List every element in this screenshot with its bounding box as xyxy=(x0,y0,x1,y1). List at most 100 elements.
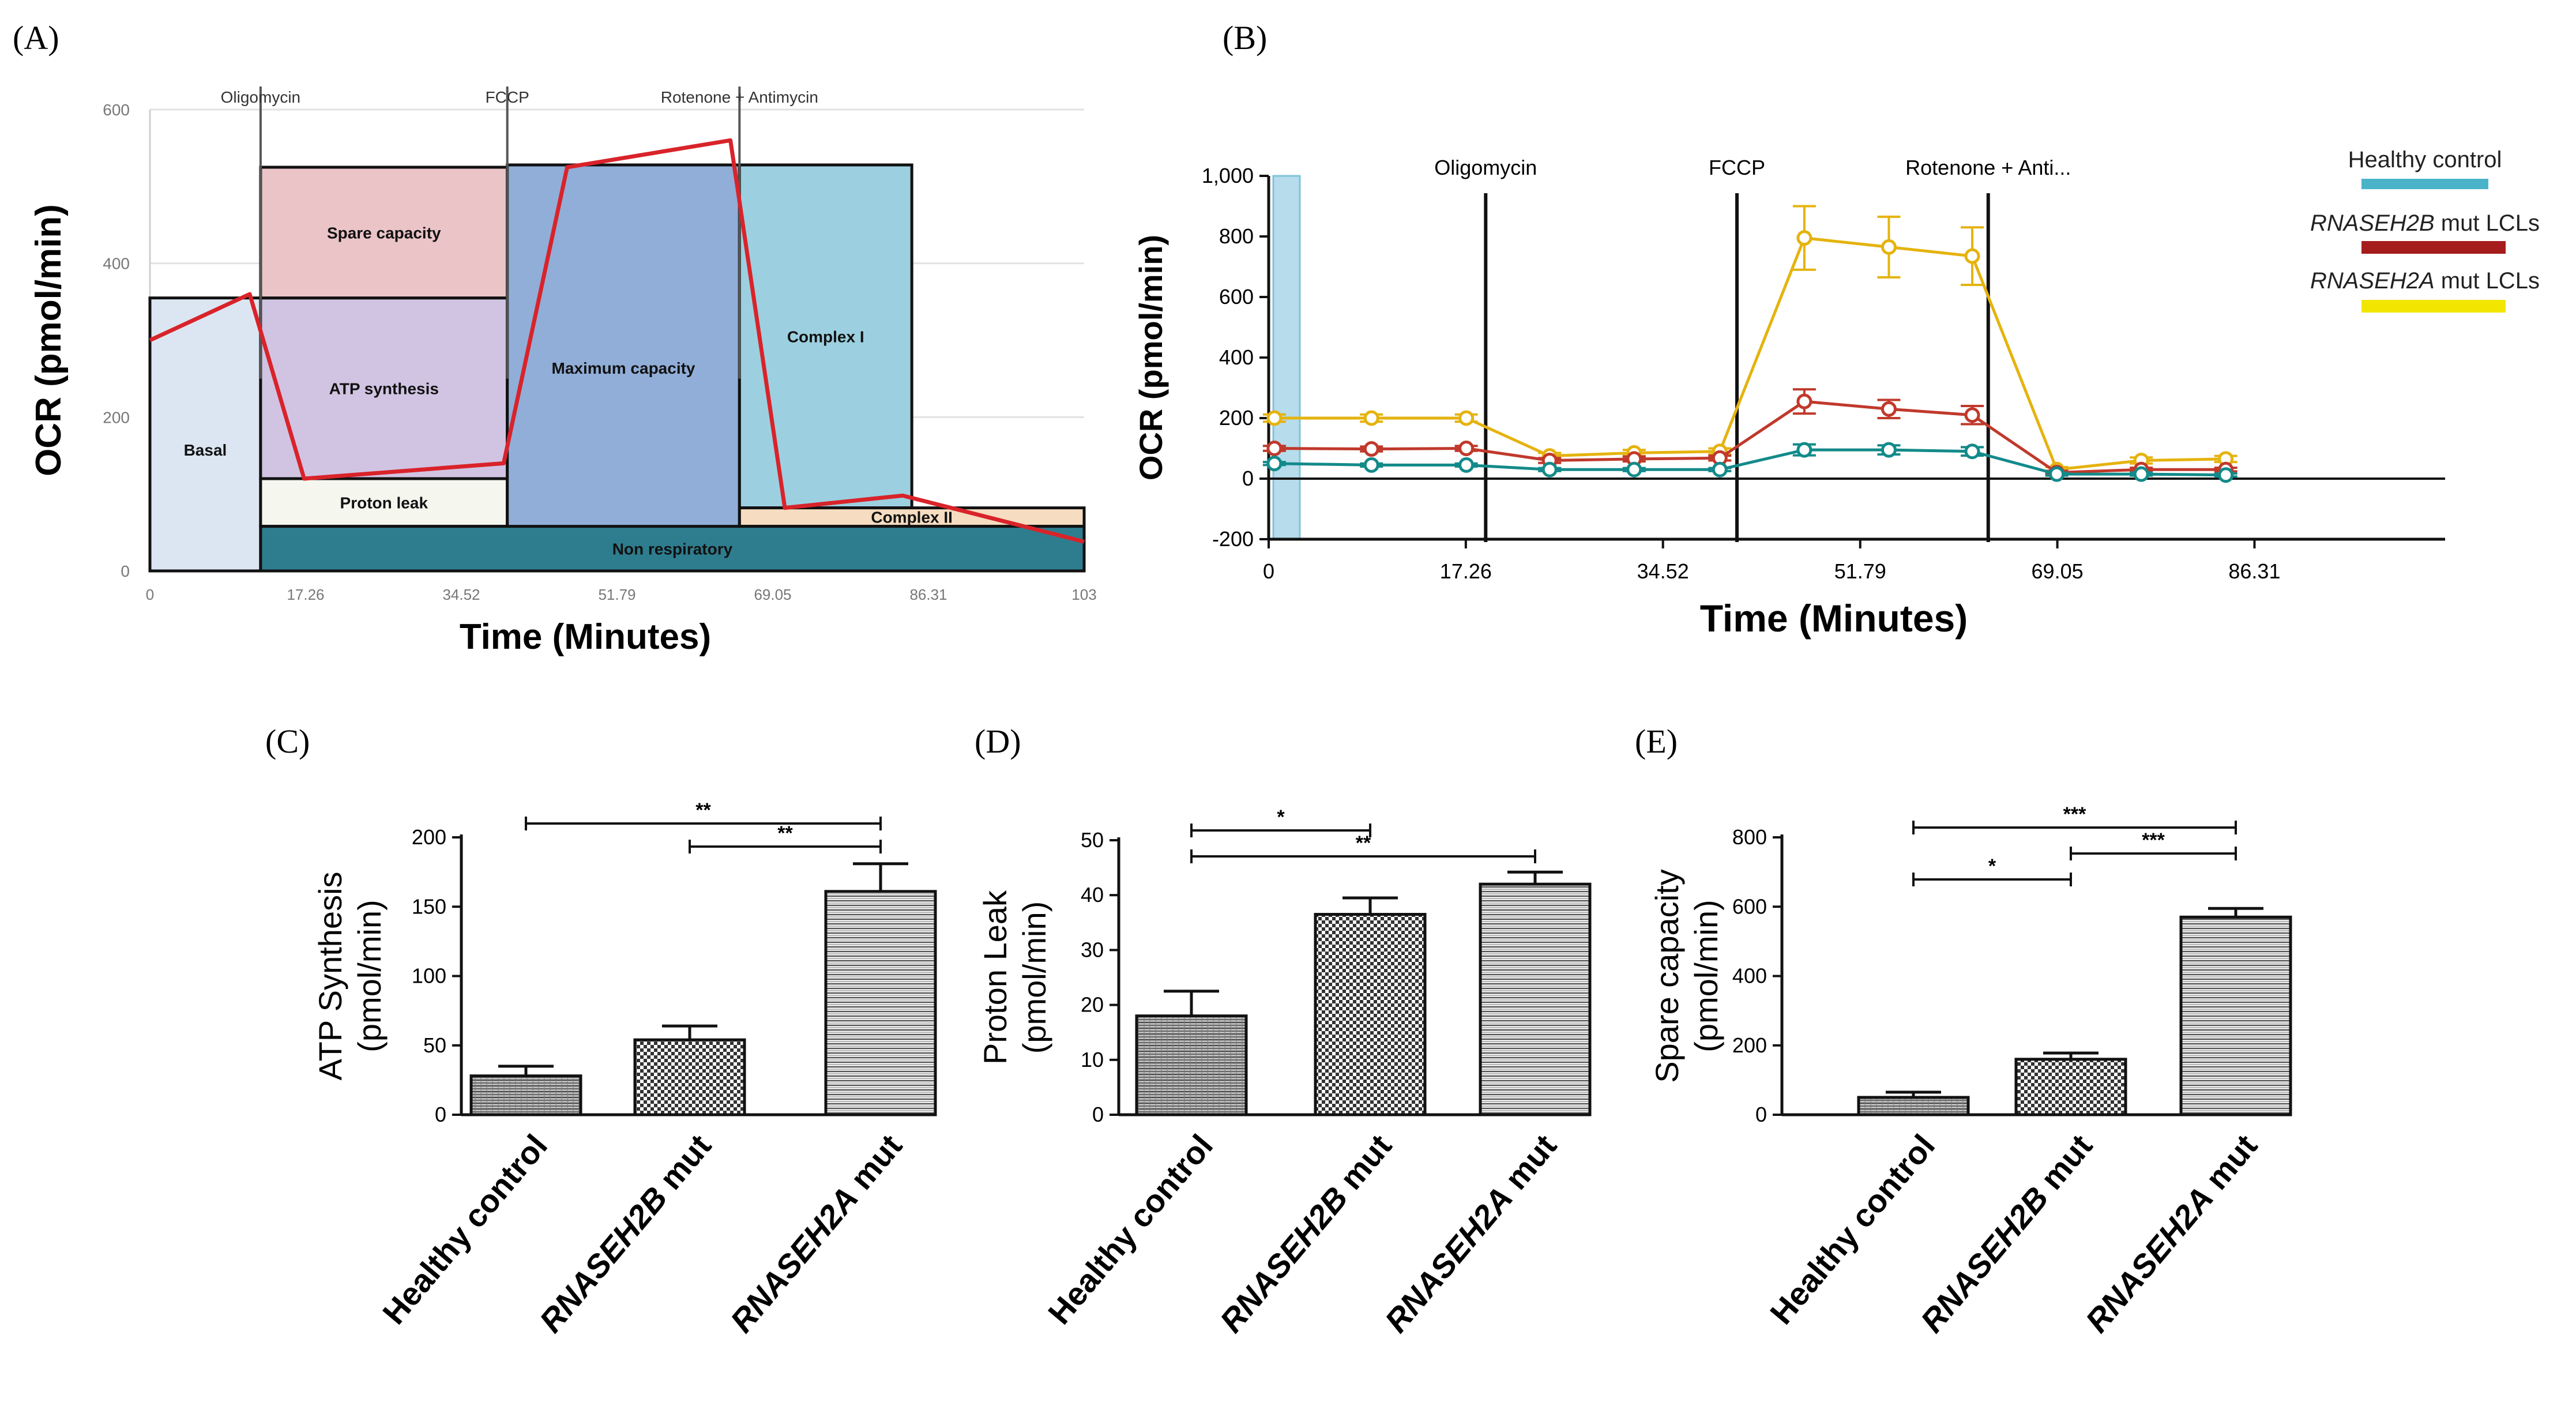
b-data-point-rnaseh2b-mut xyxy=(1458,441,1475,456)
b-data-point-healthy-control xyxy=(2218,467,2234,483)
d-significance-label: * xyxy=(1277,806,1285,828)
b-data-point-healthy-control xyxy=(1964,443,1980,460)
b-x-axis-title: Time (Minutes) xyxy=(1700,597,1968,640)
c-bar-rnaseh2b-mut xyxy=(633,1038,746,1116)
b-injection-label-rotenone-anti: Rotenone + Anti... xyxy=(1905,156,2071,179)
d-y-tick-label: 40 xyxy=(1081,883,1104,907)
e-significance-label: *** xyxy=(2142,829,2165,851)
d-bar-rnaseh2a-mut xyxy=(1479,882,1592,1116)
e-significance-label: * xyxy=(1988,855,1996,877)
b-data-point-healthy-control xyxy=(2133,466,2149,482)
a-region-label-atp-synthesis: ATP synthesis xyxy=(329,379,439,397)
b-y-tick-label: 800 xyxy=(1219,224,1254,248)
a-y-axis-title: OCR (pmol/min) xyxy=(29,204,69,476)
c-y-tick-label: 0 xyxy=(435,1103,446,1126)
a-region-label-non-respiratory: Non respiratory xyxy=(612,540,733,558)
d-bar-healthy-control xyxy=(1135,1014,1248,1116)
b-series-line-rnaseh2b-mut xyxy=(1274,400,2226,475)
a-region-proton-leak xyxy=(259,477,509,528)
b-baseline-band xyxy=(1272,175,1301,540)
b-y-tick-label: 200 xyxy=(1219,406,1254,430)
e-y-tick-label: 0 xyxy=(1755,1103,1767,1126)
b-x-tick-label: 51.79 xyxy=(1834,559,1886,583)
panel-label-c: (C) xyxy=(265,723,310,760)
a-x-tick-label: 103 xyxy=(1071,586,1096,603)
b-data-point-rnaseh2b-mut xyxy=(1796,393,1812,409)
b-legend-swatch-rnaseh2a-mut-lcls xyxy=(2361,300,2506,313)
d-y-tick-label: 10 xyxy=(1081,1048,1104,1071)
b-data-point-healthy-control xyxy=(1458,457,1475,473)
c-y-tick-label: 200 xyxy=(412,825,446,849)
b-data-point-rnaseh2b-mut xyxy=(1363,441,1379,457)
a-region-label-maximum-capacity: Maximum capacity xyxy=(552,359,695,377)
a-region-complex-i xyxy=(738,163,913,510)
a-region-basal xyxy=(148,296,262,573)
b-data-point-rnaseh2a-mut xyxy=(1363,410,1379,426)
a-region-label-spare-capacity: Spare capacity xyxy=(327,224,441,242)
e-bar-rnaseh2b-mut xyxy=(2014,1058,2127,1116)
e-category-label-healthy-control: Healthy control xyxy=(1763,1127,1942,1331)
d-y-tick-label: 20 xyxy=(1081,993,1104,1017)
b-series-line-healthy-control xyxy=(1274,448,2226,477)
b-data-point-healthy-control xyxy=(1712,461,1728,477)
b-x-tick-label: 34.52 xyxy=(1637,559,1689,583)
b-data-point-healthy-control xyxy=(1266,456,1283,472)
e-y-tick-label: 400 xyxy=(1732,964,1767,988)
a-injection-label-rotenone-antimycin: Rotenone + Antimycin xyxy=(661,88,818,106)
a-region-complex-ii xyxy=(738,506,1086,528)
b-data-point-rnaseh2a-mut xyxy=(1796,230,1812,246)
b-y-tick-label: 1,000 xyxy=(1202,164,1254,187)
a-region-label-complex-ii: Complex II xyxy=(871,509,953,527)
b-series-line-rnaseh2a-mut xyxy=(1274,236,2226,471)
b-data-point-healthy-control xyxy=(1881,442,1897,458)
e-bar-rnaseh2a-mut xyxy=(2179,915,2292,1116)
d-category-label-healthy-control: Healthy control xyxy=(1041,1127,1220,1331)
b-data-point-rnaseh2a-mut xyxy=(1266,410,1283,426)
panel-label-e: (E) xyxy=(1635,723,1678,760)
c-bar-rnaseh2a-mut xyxy=(824,890,937,1116)
b-data-point-rnaseh2a-mut xyxy=(1458,410,1475,426)
b-data-point-healthy-control xyxy=(1541,461,1558,477)
e-y-tick-label: 200 xyxy=(1732,1033,1767,1057)
c-category-label-rnaseh2b-mut: RNASEH2B mut xyxy=(532,1127,718,1339)
panel-a-ocr-profile: 0 200 400 600 0 17.26 34.52 51.79 69.05 86.31 103 B… xyxy=(29,87,1097,657)
a-y-tick-label: 0 xyxy=(121,562,130,580)
panel-label-a: (A) xyxy=(13,19,59,57)
b-injection-label-oligomycin: Oligomycin xyxy=(1434,156,1537,179)
b-legend-title: Healthy control xyxy=(2348,147,2502,172)
b-y-axis-title: OCR (pmol/min) xyxy=(1133,235,1169,480)
b-data-point-healthy-control xyxy=(1363,457,1379,473)
b-data-point-healthy-control xyxy=(2049,466,2065,482)
b-x-tick-label: 17.26 xyxy=(1440,559,1492,583)
b-data-point-healthy-control xyxy=(1626,461,1642,477)
d-category-label-rnaseh2b-mut: RNASEH2B mut xyxy=(1213,1127,1398,1339)
b-injection-label-fccp: FCCP xyxy=(1709,156,1765,179)
c-category-label-rnaseh2a-mut: RNASEH2A mut xyxy=(723,1127,909,1339)
e-bar-healthy-control xyxy=(1857,1096,1970,1116)
panel-label-d: (D) xyxy=(975,723,1021,760)
c-y-tick-label: 100 xyxy=(412,964,446,988)
a-ocr-line xyxy=(149,138,1085,544)
b-y-tick-label: 400 xyxy=(1219,345,1254,369)
a-region-label-basal: Basal xyxy=(184,441,227,459)
d-y-axis-title-line1: Proton Leak xyxy=(977,890,1013,1065)
d-y-axis-title-line2: (pmol/min) xyxy=(1016,901,1052,1054)
b-y-tick-label: 600 xyxy=(1219,285,1254,309)
c-y-tick-label: 50 xyxy=(423,1033,446,1057)
b-x-tick-label: 0 xyxy=(1263,559,1274,583)
b-data-point-rnaseh2a-mut xyxy=(1964,248,1980,264)
c-y-axis-title-line2: (pmol/min) xyxy=(351,900,388,1052)
e-category-label-rnaseh2b-mut: RNASEH2B mut xyxy=(1913,1127,2099,1339)
b-legend-label-rnaseh2b-mut-lcls: RNASEH2B mut LCLs xyxy=(2310,210,2540,236)
d-category-label-rnaseh2a-mut: RNASEH2A mut xyxy=(1378,1127,1563,1339)
d-bar-rnaseh2b-mut xyxy=(1314,913,1427,1116)
b-x-tick-label: 86.31 xyxy=(2228,559,2280,583)
d-y-tick-label: 0 xyxy=(1092,1103,1104,1126)
c-significance-label: ** xyxy=(777,822,793,844)
panel-b-ocr-timecourse: -200 0 200 400 600 800 1,000 0 17.26 34.52 51.79 69… xyxy=(1133,147,2540,640)
d-y-tick-label: 50 xyxy=(1081,828,1104,852)
a-region-label-complex-i: Complex I xyxy=(787,328,864,345)
a-region-non-respiratory xyxy=(259,525,1086,573)
